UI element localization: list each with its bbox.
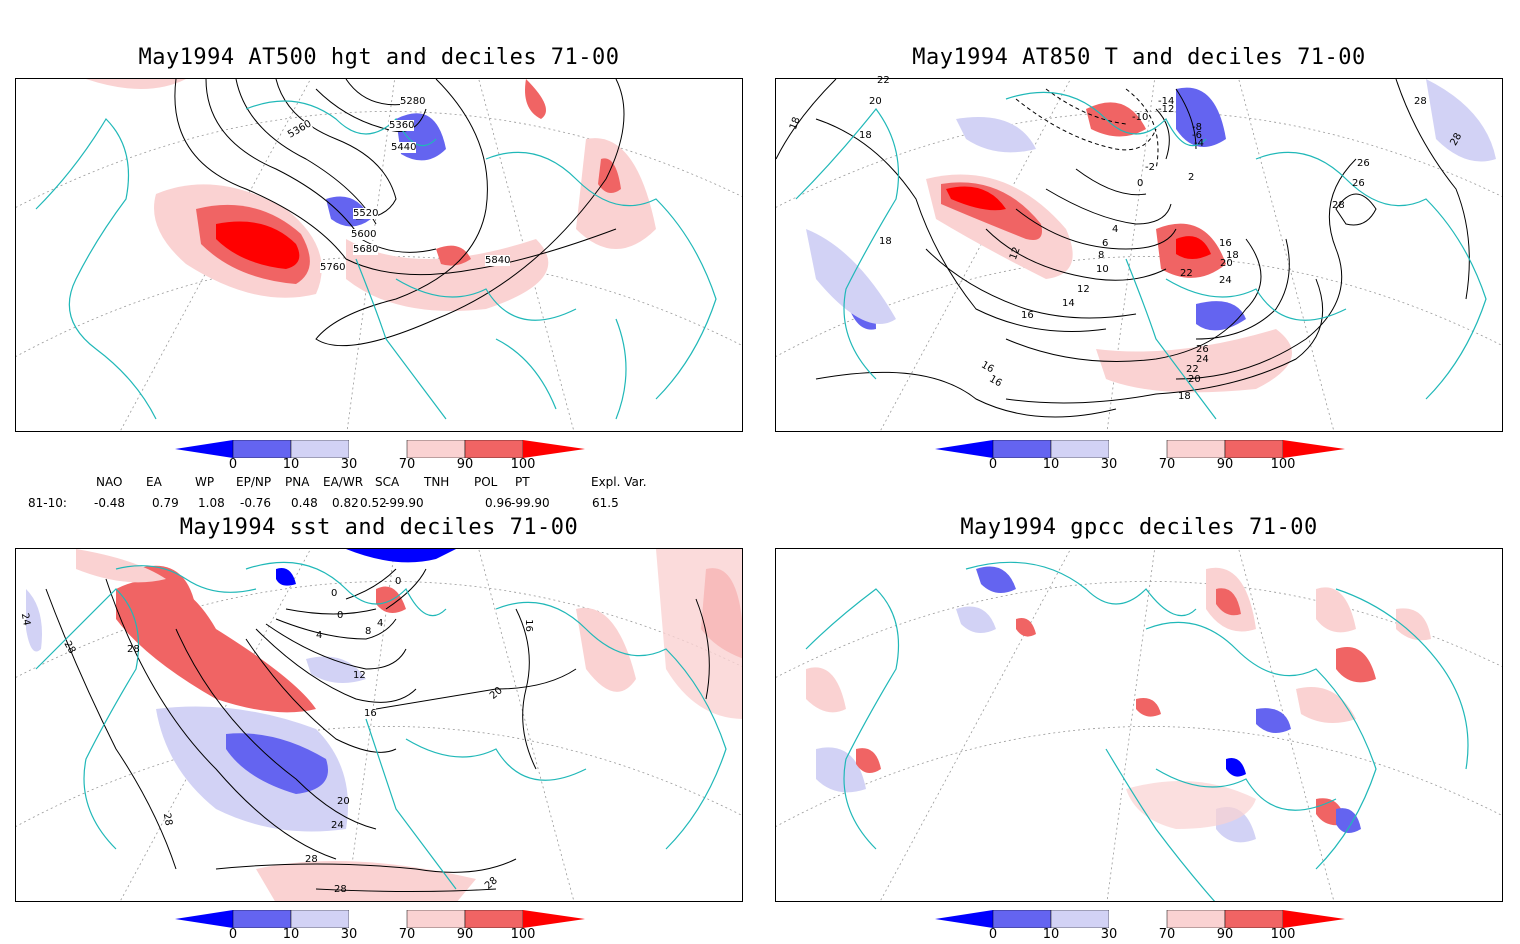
panel-title-hgt500: May1994 AT500 hgt and deciles 71-00 bbox=[138, 45, 620, 70]
colorbar-label: 90 bbox=[456, 457, 474, 472]
colorbar-label: 0 bbox=[988, 927, 998, 942]
index-value-explvar: 61.5 bbox=[592, 496, 619, 510]
index-header-sca: SCA bbox=[375, 475, 400, 489]
index-header-wp: WP bbox=[195, 475, 215, 489]
colorbar-label: 10 bbox=[282, 927, 300, 942]
index-value-tnh: -99.90 bbox=[385, 496, 424, 510]
colorbar-swatches bbox=[935, 439, 1345, 459]
index-value-pol: 0.96 bbox=[485, 496, 512, 510]
colorbar-swatches bbox=[935, 909, 1345, 929]
index-value-epnp: -0.76 bbox=[240, 496, 272, 510]
colorbar-bottom-right: 0 10 30 70 90 100 bbox=[935, 909, 1345, 944]
map-hgt500 bbox=[15, 78, 743, 432]
index-header-eawr: EA/WR bbox=[323, 475, 364, 489]
index-header-tnh: TNH bbox=[424, 475, 450, 489]
colorbar-label: 70 bbox=[1158, 457, 1176, 472]
index-header-epnp: EP/NP bbox=[236, 475, 272, 489]
index-header-nao: NAO bbox=[96, 475, 123, 489]
colorbar-label: 30 bbox=[1100, 457, 1118, 472]
colorbar-label: 100 bbox=[510, 927, 536, 942]
index-header-ea: EA bbox=[146, 475, 162, 489]
colorbar-label: 100 bbox=[1270, 927, 1296, 942]
panel-title-gpcc: May1994 gpcc deciles 71-00 bbox=[960, 515, 1318, 540]
index-row-label: 81-10: bbox=[28, 496, 67, 510]
colorbar-label: 70 bbox=[1158, 927, 1176, 942]
map-t850 bbox=[775, 78, 1503, 432]
index-header-pna: PNA bbox=[285, 475, 310, 489]
index-value-ea: 0.79 bbox=[152, 496, 179, 510]
colorbar-label: 30 bbox=[1100, 927, 1118, 942]
panel-title-sst: May1994 sst and deciles 71-00 bbox=[179, 515, 579, 540]
index-value-pna: 0.48 bbox=[291, 496, 318, 510]
colorbar-label: 90 bbox=[1216, 927, 1234, 942]
map-sst bbox=[15, 548, 743, 902]
colorbar-label: 0 bbox=[988, 457, 998, 472]
index-value-sca: 0.52 bbox=[360, 496, 387, 510]
colorbar-top-right: 0 10 30 70 90 100 bbox=[935, 439, 1345, 474]
indices-table: NAO EA WP EP/NP PNA EA/WR SCA TNH POL PT… bbox=[28, 475, 728, 515]
colorbar-label: 100 bbox=[510, 457, 536, 472]
index-header-pol: POL bbox=[474, 475, 498, 489]
colorbar-label: 30 bbox=[340, 927, 358, 942]
colorbar-swatches bbox=[175, 909, 585, 929]
colorbar-label: 0 bbox=[228, 927, 238, 942]
colorbar-label: 70 bbox=[398, 457, 416, 472]
panel-title-t850: May1994 AT850 T and deciles 71-00 bbox=[912, 45, 1366, 70]
colorbar-label: 10 bbox=[282, 457, 300, 472]
colorbar-label: 0 bbox=[228, 457, 238, 472]
colorbar-label: 10 bbox=[1042, 457, 1060, 472]
map-gpcc bbox=[775, 548, 1503, 902]
colorbar-label: 100 bbox=[1270, 457, 1296, 472]
colorbar-swatches bbox=[175, 439, 585, 459]
colorbar-label: 70 bbox=[398, 927, 416, 942]
colorbar-bottom-left: 0 10 30 70 90 100 bbox=[175, 909, 585, 944]
index-value-eawr: 0.82 bbox=[332, 496, 359, 510]
index-value-nao: -0.48 bbox=[94, 496, 126, 510]
index-value-pt: -99.90 bbox=[511, 496, 550, 510]
colorbar-label: 90 bbox=[1216, 457, 1234, 472]
colorbar-label: 10 bbox=[1042, 927, 1060, 942]
colorbar-label: 30 bbox=[340, 457, 358, 472]
index-header-explvar: Expl. Var. bbox=[591, 475, 647, 489]
index-header-pt: PT bbox=[515, 475, 530, 489]
colorbar-top-left: 0 10 30 70 90 100 bbox=[175, 439, 585, 474]
index-value-wp: 1.08 bbox=[198, 496, 225, 510]
colorbar-label: 90 bbox=[456, 927, 474, 942]
